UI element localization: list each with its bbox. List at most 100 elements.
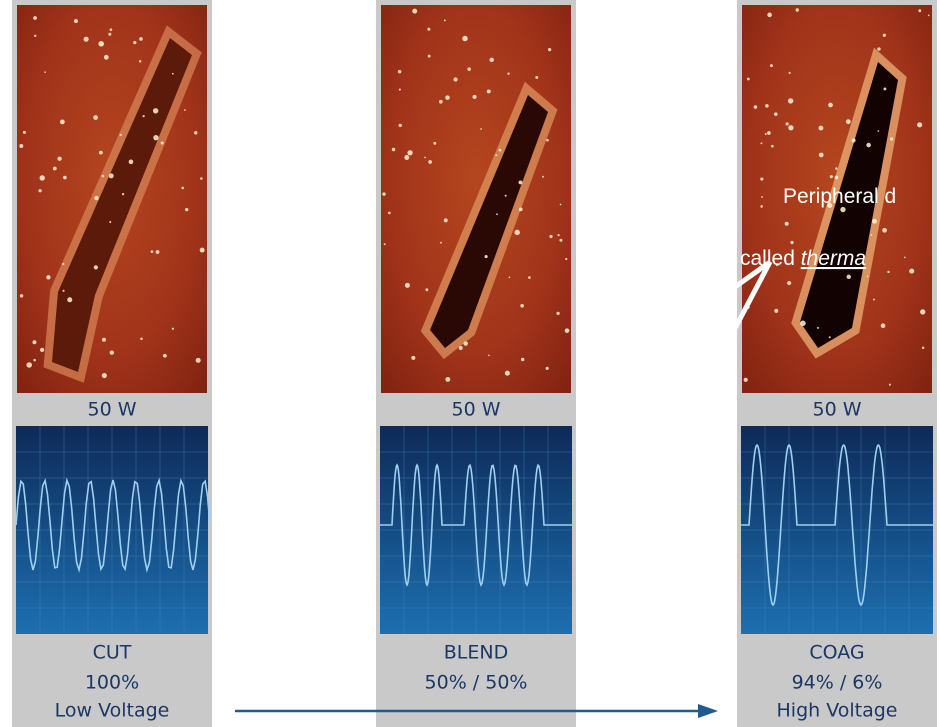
speckle [94, 265, 98, 269]
speckle [467, 67, 471, 71]
speckle [108, 33, 111, 36]
speckle [790, 241, 793, 244]
speckle [445, 377, 450, 382]
panel: 50 WCOAG94% / 6%High Voltage [737, 0, 937, 727]
speckle [33, 16, 37, 20]
speckle [384, 243, 386, 245]
mode-label: CUT [93, 642, 132, 664]
annotation-line: Peripheral d [783, 185, 896, 208]
speckle [883, 87, 886, 90]
speckle [878, 130, 880, 132]
speckle [495, 154, 497, 156]
speckle [93, 115, 98, 120]
speckle [761, 196, 763, 198]
speckle [110, 28, 113, 31]
speckle [873, 299, 875, 301]
speckle [787, 281, 791, 285]
speckle [453, 77, 457, 81]
speckle [63, 176, 67, 180]
speckle [789, 72, 791, 74]
speckle [34, 35, 36, 37]
mode-label: COAG [809, 642, 864, 664]
speckle [181, 187, 184, 190]
ratio-label: 94% / 6% [792, 672, 883, 694]
speckle [120, 134, 122, 136]
speckle [887, 271, 889, 273]
speckle [835, 167, 837, 169]
power-label: 50 W [812, 399, 861, 421]
speckle [835, 176, 839, 180]
speckle [84, 37, 89, 42]
speckle [172, 328, 174, 330]
speckle [23, 131, 26, 134]
speckle [109, 221, 111, 223]
speckle [102, 373, 107, 378]
speckle [785, 222, 789, 226]
speckle [140, 337, 143, 340]
speckle [488, 355, 490, 357]
speckle [40, 175, 45, 180]
speckle [60, 120, 65, 125]
speckle [440, 242, 442, 244]
annotation-emphasis: therma [801, 247, 866, 270]
speckle [828, 103, 833, 108]
speckle [548, 48, 551, 51]
speckle [425, 288, 428, 291]
speckle [102, 175, 105, 178]
speckle [172, 73, 174, 75]
speckle [549, 235, 552, 238]
speckle [485, 255, 488, 258]
speckle [818, 126, 823, 131]
speckle [428, 55, 431, 58]
speckle [388, 212, 391, 215]
speckle [129, 160, 134, 165]
speckle [46, 275, 50, 279]
speckle [786, 122, 789, 125]
speckle [424, 157, 426, 159]
speckle [399, 124, 402, 127]
speckle [535, 76, 538, 79]
speckle [771, 145, 774, 148]
speckle [505, 371, 510, 376]
speckle [521, 358, 524, 361]
speckle [760, 142, 762, 144]
speckle [872, 219, 877, 224]
speckle [765, 133, 767, 135]
speckle [40, 348, 44, 352]
speckle [439, 100, 443, 104]
speckle [487, 89, 491, 93]
speckle [767, 131, 771, 135]
speckle [398, 70, 402, 74]
speckle [472, 95, 476, 99]
speckle [754, 105, 758, 109]
speckle [909, 269, 914, 274]
speckle [53, 167, 57, 171]
speckle [507, 73, 509, 75]
ratio-label: 50% / 50% [425, 672, 528, 694]
page: 50 WCUT100%Low Voltage50 WBLEND50% / 50%… [0, 0, 940, 727]
speckle [382, 192, 385, 195]
speckle [519, 181, 523, 185]
speckle [918, 9, 921, 12]
speckle [185, 208, 188, 211]
speckle [774, 309, 778, 313]
speckle [829, 336, 831, 338]
speckle [392, 148, 395, 151]
speckle [462, 36, 467, 41]
speckle [19, 144, 23, 148]
speckle [922, 346, 925, 349]
speckle [520, 304, 524, 308]
speckle [819, 153, 824, 158]
speckle [882, 228, 887, 233]
speckle [917, 122, 922, 127]
speckle [560, 204, 562, 206]
speckle [110, 350, 114, 354]
speckle [788, 98, 793, 103]
speckle [67, 297, 72, 302]
speckle [546, 367, 549, 370]
speckle [44, 71, 46, 73]
speckle [846, 119, 851, 124]
speckle [890, 137, 893, 140]
speckle [847, 275, 851, 279]
